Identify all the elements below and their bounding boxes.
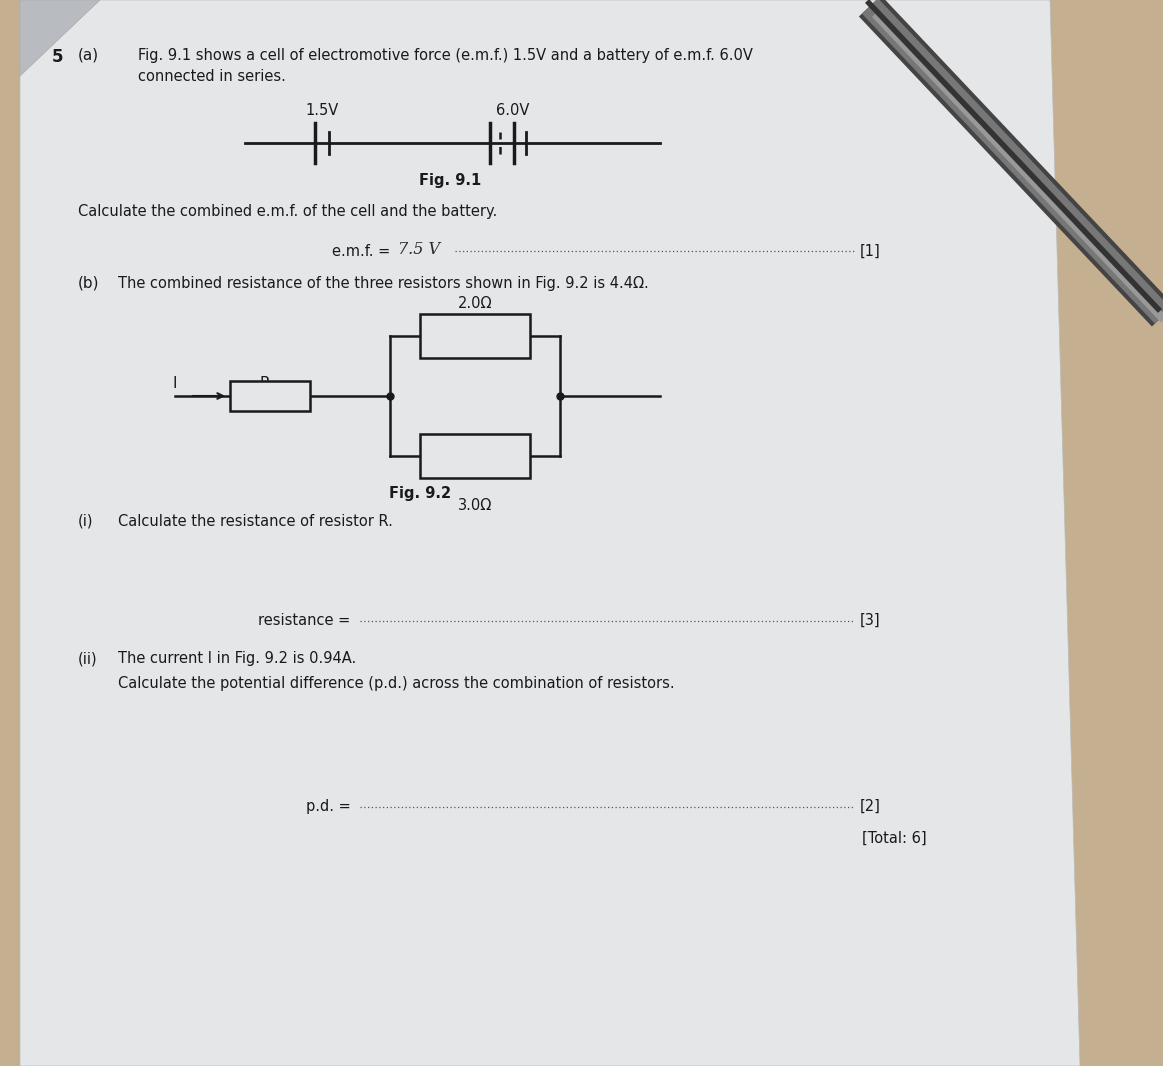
Text: e.m.f. =: e.m.f. = <box>333 244 395 259</box>
Polygon shape <box>20 0 100 76</box>
Text: 5: 5 <box>52 48 64 66</box>
Text: (ii): (ii) <box>78 651 98 666</box>
Text: 6.0V: 6.0V <box>497 103 529 118</box>
Text: Fig. 9.1 shows a cell of electromotive force (e.m.f.) 1.5V and a battery of e.m.: Fig. 9.1 shows a cell of electromotive f… <box>138 48 752 63</box>
Text: The combined resistance of the three resistors shown in Fig. 9.2 is 4.4Ω.: The combined resistance of the three res… <box>117 276 649 291</box>
Text: Fig. 9.1: Fig. 9.1 <box>419 173 481 188</box>
Text: connected in series.: connected in series. <box>138 69 286 84</box>
Text: p.d. =: p.d. = <box>306 800 355 814</box>
Text: [Total: 6]: [Total: 6] <box>862 831 927 846</box>
Polygon shape <box>20 0 1080 1066</box>
Text: The current I in Fig. 9.2 is 0.94A.: The current I in Fig. 9.2 is 0.94A. <box>117 651 356 666</box>
Text: Fig. 9.2: Fig. 9.2 <box>388 486 451 501</box>
Text: 2.0Ω: 2.0Ω <box>458 296 492 311</box>
Text: resistance =: resistance = <box>258 613 355 628</box>
Text: (i): (i) <box>78 514 93 529</box>
Text: R: R <box>259 376 270 391</box>
Text: 7.5 V: 7.5 V <box>398 241 440 258</box>
Text: (b): (b) <box>78 276 100 291</box>
Text: Calculate the resistance of resistor R.: Calculate the resistance of resistor R. <box>117 514 393 529</box>
Text: [2]: [2] <box>859 800 880 814</box>
Bar <box>420 434 530 478</box>
Text: [1]: [1] <box>859 244 880 259</box>
Text: 1.5V: 1.5V <box>306 103 338 118</box>
Text: Calculate the combined e.m.f. of the cell and the battery.: Calculate the combined e.m.f. of the cel… <box>78 204 498 219</box>
Text: [3]: [3] <box>859 613 880 628</box>
Bar <box>230 381 311 411</box>
Text: I: I <box>173 376 178 391</box>
Bar <box>420 314 530 358</box>
Text: 3.0Ω: 3.0Ω <box>458 498 492 513</box>
Text: Calculate the potential difference (p.d.) across the combination of resistors.: Calculate the potential difference (p.d.… <box>117 676 675 691</box>
Text: (a): (a) <box>78 48 99 63</box>
